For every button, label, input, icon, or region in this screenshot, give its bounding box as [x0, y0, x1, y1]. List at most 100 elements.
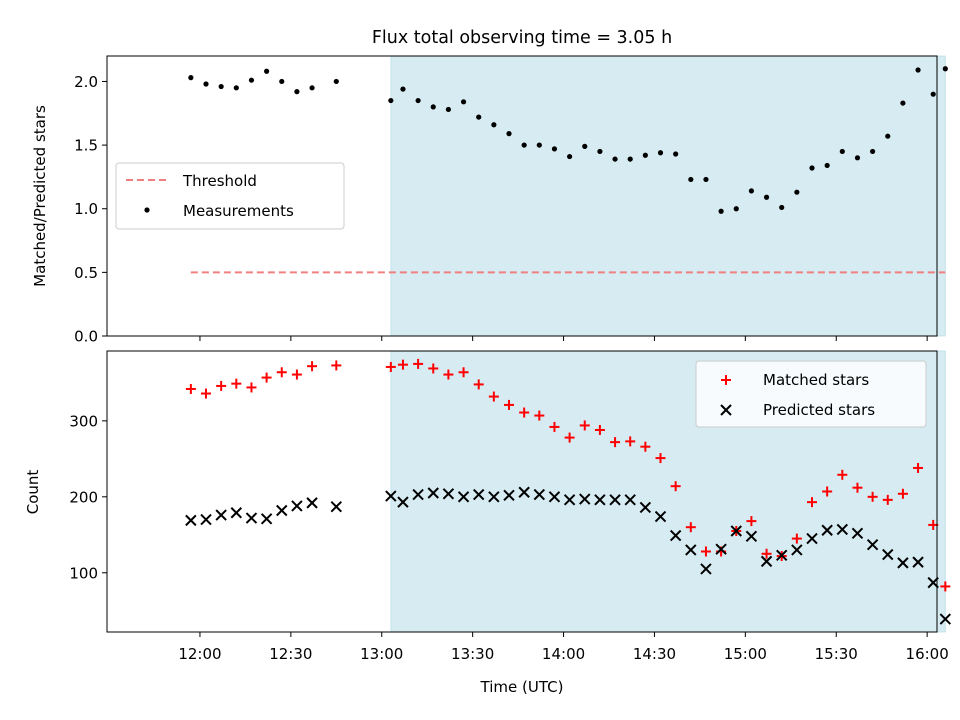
predicted-star-point [806, 532, 818, 545]
chart-title: Flux total observing time = 3.05 h [372, 28, 672, 48]
measurement-point [551, 146, 558, 152]
measurement-point [703, 176, 709, 183]
predicted-star-point [330, 500, 343, 513]
legend-label-threshold: Threshold [182, 172, 257, 190]
cross-b [897, 557, 909, 569]
predicted-star-point [594, 494, 606, 506]
y-tick-label: 2.0 [74, 73, 98, 91]
bottom-panel: 100 200 300 12:00 12:30 13:00 13:30 14:00 14:30… [24, 350, 952, 696]
measurement-point [400, 86, 406, 92]
predicted-star-point [457, 491, 470, 503]
matched-star-point [761, 548, 772, 559]
predicted-star-point [473, 488, 485, 501]
matched-star-point [549, 421, 560, 432]
matched-star-point [913, 462, 924, 473]
matched-star-point [791, 533, 802, 544]
predicted-star-point [866, 538, 879, 551]
predicted-star-point [518, 486, 530, 498]
matched-star-point [443, 369, 454, 380]
predicted-star-point [563, 494, 576, 506]
cross-b [412, 488, 424, 501]
measurement-point [430, 104, 436, 110]
measurement-point [763, 194, 770, 200]
matched-star-point [216, 380, 227, 391]
predicted-star-point [215, 509, 227, 521]
measurement-point [900, 100, 906, 106]
cross-b [397, 496, 409, 508]
x-tick-label: 15:30 [815, 645, 858, 663]
cross-b [260, 513, 273, 525]
matched-star-point [610, 437, 621, 448]
legend-box [115, 162, 345, 230]
cross-b [912, 556, 924, 568]
matched-star-point [852, 482, 863, 493]
cross-b [215, 509, 227, 521]
predicted-star-point [776, 549, 788, 562]
observing-window-shading [390, 55, 946, 337]
predicted-star-point [939, 613, 952, 625]
bottom-y-ticks: 100 200 300 [69, 412, 107, 582]
predicted-star-point [851, 527, 864, 539]
measurement-point [203, 81, 209, 87]
legend-label-predicted: Predicted stars [763, 401, 875, 419]
cross-b [200, 513, 212, 526]
matched-star-point [640, 441, 651, 452]
matched-star-point [276, 367, 287, 378]
cross-b [518, 486, 530, 498]
y-tick-label: 100 [69, 564, 98, 582]
matched-star-point [746, 516, 757, 527]
cross-b [700, 563, 712, 575]
measurement-point [642, 152, 648, 158]
measurement-point [415, 97, 421, 104]
cross-b [457, 491, 470, 503]
x-tick-label: 13:00 [360, 645, 403, 663]
matched-star-point [473, 379, 484, 390]
predicted-star-point [821, 524, 833, 536]
measurement-point [612, 156, 618, 162]
matched-star-point [837, 469, 848, 480]
predicted-star-point [385, 490, 397, 502]
cross-b [533, 488, 546, 501]
predicted-star-point [609, 494, 621, 506]
measurement-point [388, 97, 394, 104]
top-y-ticks: 0.0 0.5 1.0 1.5 2.0 [74, 73, 107, 346]
predicted-star-point [836, 523, 849, 536]
predicted-star-point [745, 530, 758, 543]
matched-star-point [488, 391, 499, 402]
predicted-star-point [624, 494, 636, 506]
matched-star-point [700, 546, 711, 557]
measurement-point [839, 148, 845, 155]
cross-b [939, 613, 952, 625]
predicted-star-point [185, 514, 197, 527]
cross-b [579, 493, 591, 505]
measurement-point [491, 122, 497, 128]
measurement-point [942, 66, 948, 72]
measurement-point [309, 85, 315, 91]
y-tick-label: 0.5 [74, 264, 98, 282]
predicted-star-point [260, 513, 273, 525]
cross-b [821, 524, 833, 536]
matched-star-point [504, 399, 515, 410]
cross-b [669, 529, 682, 542]
predicted-star-point [669, 529, 682, 542]
predicted-star-point [230, 507, 243, 519]
measurement-point [567, 153, 573, 160]
cross-b [306, 497, 318, 509]
x-tick-label: 12:00 [178, 645, 221, 663]
top-legend: Threshold Measurements [115, 162, 345, 230]
cross-b [715, 543, 727, 555]
cross-b [639, 501, 652, 514]
measurement-point [460, 99, 467, 105]
measurement-point [218, 83, 224, 90]
top-axes-frame [106, 55, 938, 337]
matched-star-point [807, 497, 818, 508]
measurement-point [597, 148, 603, 155]
x-tick-label: 16:00 [906, 645, 949, 663]
predicted-star-point [427, 487, 439, 499]
predicted-star-point [412, 488, 424, 501]
cross-b [866, 538, 879, 551]
predicted-star-point [760, 555, 773, 568]
predicted-star-point [291, 500, 303, 512]
y-tick-label: 300 [69, 412, 98, 430]
bottom-marks [185, 358, 952, 625]
